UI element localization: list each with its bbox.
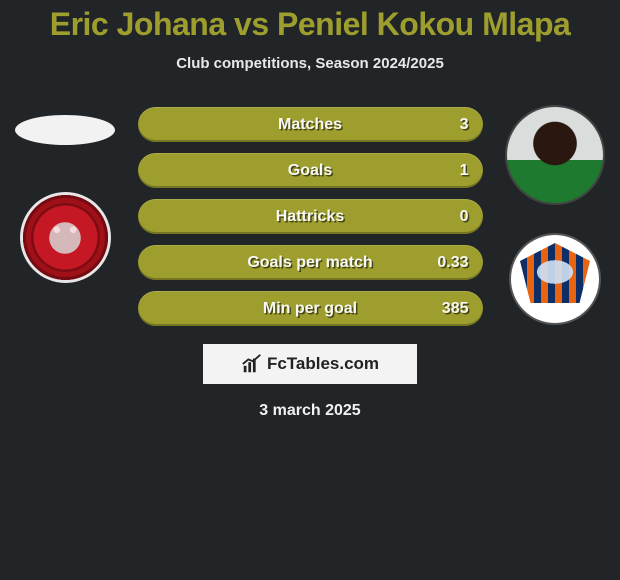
right-player-column bbox=[500, 107, 610, 323]
left-player-column bbox=[10, 107, 120, 280]
stat-label: Goals bbox=[288, 162, 332, 180]
stat-label: Matches bbox=[278, 116, 342, 134]
stat-bar-matches: Matches 3 bbox=[138, 107, 483, 142]
stat-value: 3 bbox=[460, 116, 469, 134]
stat-label: Min per goal bbox=[263, 300, 357, 318]
player-avatar-left bbox=[15, 115, 115, 145]
stat-bar-min-per-goal: Min per goal 385 bbox=[138, 291, 483, 326]
page-subtitle: Club competitions, Season 2024/2025 bbox=[176, 55, 444, 72]
stat-value: 0.33 bbox=[437, 254, 468, 272]
stat-bar-goals-per-match: Goals per match 0.33 bbox=[138, 245, 483, 280]
site-watermark: FcTables.com bbox=[203, 344, 417, 384]
stat-label: Goals per match bbox=[247, 254, 372, 272]
stat-label: Hattricks bbox=[276, 208, 344, 226]
stat-bar-hattricks: Hattricks 0 bbox=[138, 199, 483, 234]
club-badge-right bbox=[511, 235, 599, 323]
stat-bar-goals: Goals 1 bbox=[138, 153, 483, 188]
watermark-text: FcTables.com bbox=[267, 354, 379, 374]
page-title: Eric Johana vs Peniel Kokou Mlapa bbox=[50, 6, 571, 43]
chart-icon bbox=[241, 353, 263, 375]
stat-bars: Matches 3 Goals 1 Hattricks 0 Goals per … bbox=[138, 107, 483, 326]
club-badge-left bbox=[23, 195, 108, 280]
stat-value: 385 bbox=[442, 300, 469, 318]
snapshot-date: 3 march 2025 bbox=[259, 402, 360, 420]
comparison-panel: Matches 3 Goals 1 Hattricks 0 Goals per … bbox=[0, 107, 620, 326]
stat-value: 0 bbox=[460, 208, 469, 226]
stat-value: 1 bbox=[460, 162, 469, 180]
player-avatar-right bbox=[507, 107, 603, 203]
